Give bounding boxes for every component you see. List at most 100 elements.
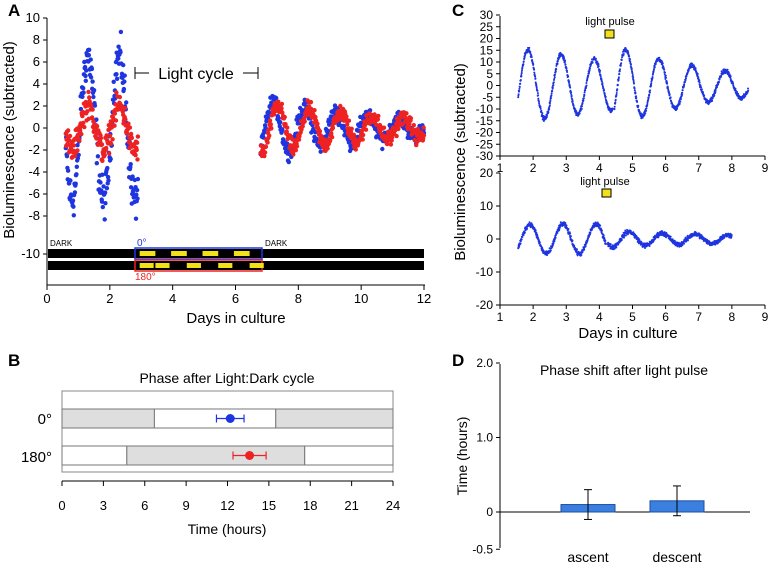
a-point (345, 122, 350, 127)
c-x-tick-label: 1 (497, 310, 504, 324)
b-x-tick-label: 12 (220, 498, 234, 513)
c-point (564, 59, 567, 62)
a-y-tick-label: -4 (28, 164, 40, 179)
a-point (86, 89, 91, 95)
c-point (635, 97, 638, 99)
b-x-tick-label: 3 (100, 498, 107, 513)
a-point (118, 29, 124, 35)
c-point (519, 82, 522, 85)
c-point (555, 68, 558, 71)
c-point (629, 230, 632, 233)
b-segment (275, 408, 394, 429)
c-point (620, 62, 623, 65)
c-point (700, 86, 703, 89)
c-x-tick-label: 2 (530, 161, 537, 175)
c-point (520, 238, 523, 241)
c-point (631, 72, 634, 75)
c-point (624, 229, 627, 232)
a-point (83, 73, 88, 79)
a-point (102, 190, 108, 195)
a-point (263, 144, 269, 149)
a-point (329, 135, 335, 140)
c-point (599, 224, 602, 227)
c-point (567, 228, 570, 230)
b-x-tick-label: 15 (262, 498, 276, 513)
b-x-tick-label: 9 (183, 498, 190, 513)
c-point (732, 82, 735, 85)
a-point (99, 199, 105, 204)
panel-b-label: B (8, 351, 20, 370)
a-point (107, 133, 113, 138)
c-y-tick-label: -5 (482, 90, 493, 104)
c-point (564, 221, 567, 224)
c-point (604, 239, 607, 242)
light-block-180 (139, 263, 154, 268)
c-point (603, 92, 606, 95)
c-point (535, 83, 538, 86)
c-point (555, 234, 557, 236)
c-point (629, 60, 632, 63)
c-point (521, 66, 524, 69)
c-point (654, 63, 657, 65)
a-point (313, 114, 318, 120)
a-point (116, 56, 121, 61)
c-point (648, 245, 651, 247)
c-point (647, 96, 650, 99)
a-point (102, 217, 107, 222)
c-point (559, 221, 562, 224)
a-point (87, 95, 92, 100)
c-point (671, 102, 674, 105)
a-point (385, 141, 390, 147)
c-point (636, 101, 639, 103)
a-point (72, 190, 78, 195)
c-point (683, 85, 685, 87)
c-point (538, 241, 541, 244)
c-point (569, 235, 572, 238)
c-point (662, 66, 665, 69)
c-point (637, 104, 640, 107)
a-point (265, 140, 270, 145)
c-point (517, 93, 520, 96)
c-point (653, 68, 655, 71)
c-point (585, 82, 588, 84)
a-point (421, 125, 426, 130)
c-point (615, 93, 618, 96)
c-point (548, 108, 551, 111)
c-point (685, 75, 688, 77)
c-point (702, 91, 705, 94)
a-point (135, 176, 141, 182)
c-point (549, 100, 552, 103)
a-point (107, 151, 112, 156)
phase-0-label: 0° (137, 238, 147, 249)
panel-c-bottom-annotation: light pulse (580, 176, 630, 188)
c-point (586, 240, 589, 243)
a-point (394, 133, 399, 139)
a-point (94, 136, 99, 141)
panel-c-top-pulse-marker (604, 29, 615, 39)
a-y-tick-label: 4 (33, 76, 40, 91)
c-point (537, 100, 540, 103)
a-point (407, 121, 412, 127)
c-point (730, 233, 733, 236)
c-x-tick-label: 5 (629, 310, 636, 324)
c-point (630, 67, 633, 70)
c-point (518, 245, 521, 248)
c-point (551, 86, 554, 89)
c-point (600, 80, 603, 83)
c-x-tick-label: 8 (729, 310, 736, 324)
c-point (711, 99, 714, 102)
a-point (268, 122, 273, 127)
c-y-tick-label: 20 (480, 32, 494, 46)
c-point (664, 74, 667, 77)
c-point (582, 97, 585, 100)
c-point (523, 56, 526, 59)
a-point (110, 137, 115, 142)
c-point (651, 76, 654, 78)
c-point (576, 248, 578, 251)
c-point (649, 89, 652, 92)
c-point (582, 99, 585, 102)
c-point (614, 101, 617, 104)
a-point (349, 126, 354, 131)
